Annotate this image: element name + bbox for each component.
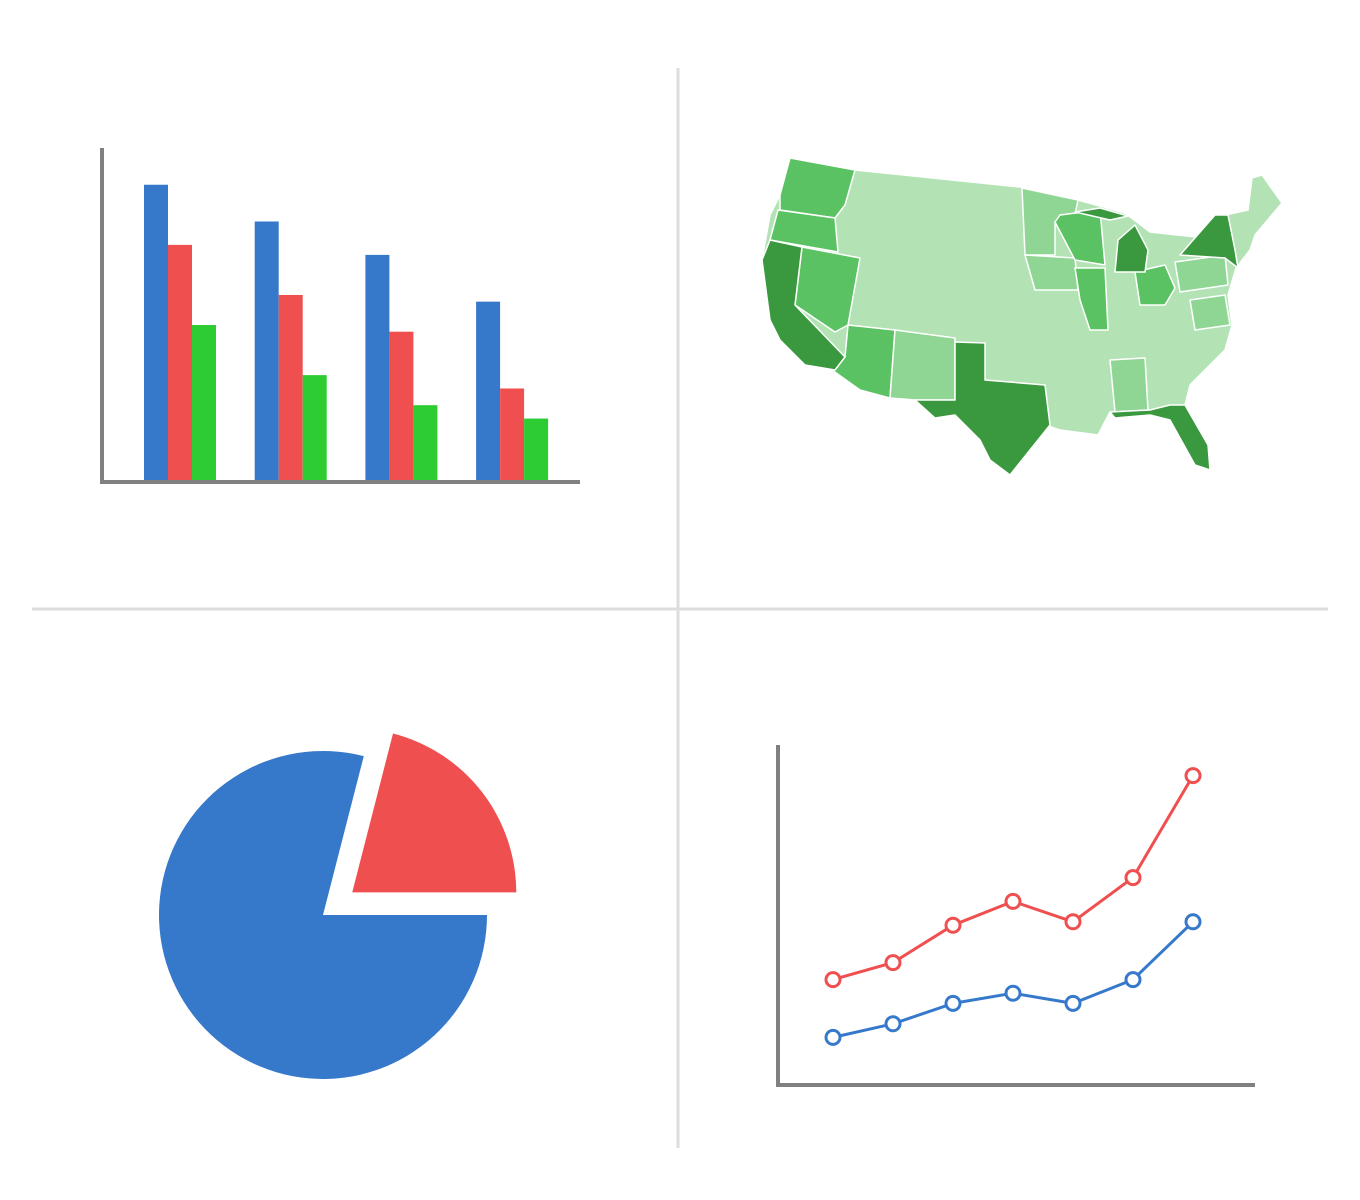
map-region (1179, 214, 1239, 269)
map-region (1134, 264, 1176, 306)
bar (500, 388, 525, 480)
point (1064, 994, 1082, 1012)
pie-slice (352, 733, 517, 893)
point (944, 916, 962, 934)
map-region (1114, 224, 1149, 273)
bar (389, 331, 414, 480)
map-region (914, 341, 1051, 476)
map-region (761, 239, 846, 371)
point (1184, 913, 1202, 931)
pie-slice (158, 750, 487, 1079)
bar (192, 325, 216, 480)
point (1124, 971, 1142, 989)
point (1004, 892, 1022, 910)
bar (302, 375, 327, 480)
point (1064, 913, 1082, 931)
bar (168, 244, 192, 480)
bar (278, 294, 303, 480)
map-region (1109, 404, 1211, 471)
map-region (889, 329, 956, 401)
bar (413, 405, 438, 480)
bar (365, 254, 390, 480)
map-region (1174, 254, 1229, 293)
bar (144, 184, 168, 481)
map-region (1024, 254, 1079, 291)
point (824, 971, 842, 989)
map-region (1074, 267, 1109, 331)
map-region (769, 209, 839, 253)
point (1184, 767, 1202, 785)
point (1124, 869, 1142, 887)
point (884, 954, 902, 972)
point (824, 1028, 842, 1046)
bar (524, 418, 549, 480)
map-region (1189, 294, 1231, 331)
point (1004, 984, 1022, 1002)
map-region (1074, 207, 1129, 221)
point (944, 994, 962, 1012)
map-region (1109, 357, 1149, 413)
us-map (761, 157, 1283, 476)
bar (476, 301, 501, 480)
bar (254, 221, 279, 481)
point (884, 1015, 902, 1033)
